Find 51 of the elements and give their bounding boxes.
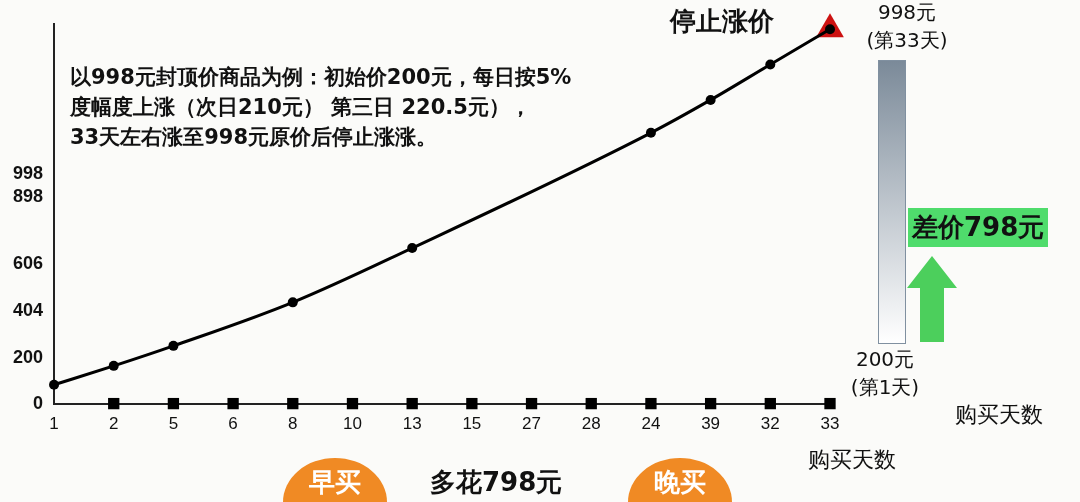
y-tick-label: 200 [12, 346, 44, 367]
point [704, 397, 717, 410]
x-tick-label: 10 [343, 414, 362, 434]
text: 购买天数 [955, 401, 1043, 429]
y-tick-label: 404 [12, 299, 44, 320]
text: 晚买 [653, 466, 707, 498]
x-tick-label: 24 [641, 414, 661, 434]
point [705, 94, 716, 105]
point [168, 340, 179, 351]
x-tick-label: 27 [522, 414, 542, 434]
y-tick-label: 0 [33, 392, 44, 413]
x-tick-label: 33 [820, 414, 840, 434]
point [525, 397, 538, 410]
text: 差价798元 [908, 208, 1049, 247]
point [585, 397, 597, 410]
y-tick-label: 606 [12, 253, 44, 274]
x-tick-label: 5 [168, 414, 179, 434]
x-tick-label: 32 [760, 414, 780, 434]
x-tick-label: 13 [402, 414, 422, 434]
point [287, 297, 298, 308]
point [765, 59, 776, 70]
x-tick-label: 28 [581, 414, 601, 434]
point [764, 397, 776, 410]
point [108, 397, 120, 410]
point [49, 379, 60, 390]
text: 200元 (第1天) [849, 346, 921, 401]
point [167, 397, 180, 410]
x-tick-label: 6 [228, 414, 238, 434]
point [466, 397, 478, 410]
y-tick-label: 898 [12, 185, 44, 206]
point [227, 397, 239, 410]
annotation: 停止涨价 [670, 5, 774, 39]
point [406, 397, 418, 410]
x-tick-label: 2 [108, 414, 119, 434]
y-tick-label: 998 [12, 162, 44, 183]
point [108, 360, 119, 371]
text: 购买天数 [808, 446, 896, 474]
text: 以998元封顶价商品为例：初始价200元，每日按5% 度幅度上涨（次日210元） 第三日 220.5元）， 33天左右涨至998元原价后停止涨涨。 [70, 64, 572, 151]
point [287, 397, 299, 410]
x-tick-label: 1 [49, 414, 59, 434]
point [346, 397, 359, 410]
x-tick-label: 15 [462, 414, 482, 434]
point [645, 397, 657, 410]
x-tick-label: 8 [288, 414, 298, 434]
text: 998元 (第33天) [865, 0, 949, 54]
point [407, 243, 418, 254]
point [645, 127, 656, 138]
text: 早买 [308, 466, 362, 498]
text: 多花798元 [430, 466, 563, 498]
x-tick-label: 39 [701, 414, 721, 434]
point [824, 397, 836, 410]
